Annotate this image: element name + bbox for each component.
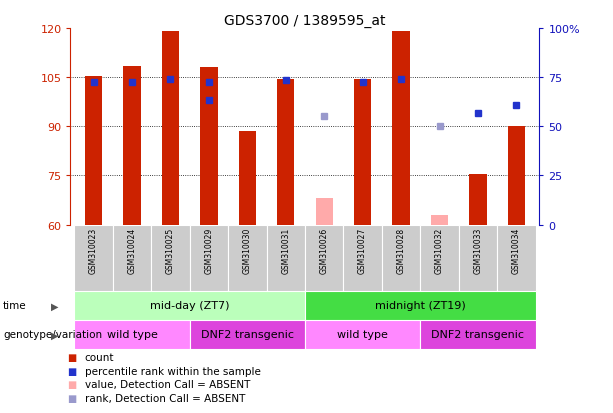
Bar: [113, 225, 151, 291]
Text: GSM310029: GSM310029: [204, 227, 213, 273]
Text: wild type: wild type: [337, 330, 388, 339]
Text: GSM310026: GSM310026: [320, 227, 329, 273]
Title: GDS3700 / 1389595_at: GDS3700 / 1389595_at: [224, 14, 386, 28]
Bar: [162, 32, 179, 225]
Text: DNF2 transgenic: DNF2 transgenic: [432, 330, 525, 339]
Bar: [123, 66, 140, 225]
Text: ▶: ▶: [51, 330, 59, 339]
Text: GSM310030: GSM310030: [243, 227, 252, 273]
Bar: [354, 80, 371, 225]
Bar: [431, 215, 448, 225]
Text: midnight (ZT19): midnight (ZT19): [375, 301, 466, 311]
Text: value, Detection Call = ABSENT: value, Detection Call = ABSENT: [85, 380, 250, 389]
Bar: [267, 225, 305, 291]
Bar: [305, 291, 536, 320]
Text: wild type: wild type: [107, 330, 158, 339]
Text: GSM310024: GSM310024: [128, 227, 137, 273]
Bar: [74, 225, 113, 291]
Text: GSM310028: GSM310028: [397, 227, 406, 273]
Bar: [228, 225, 267, 291]
Bar: [305, 320, 421, 349]
Bar: [74, 291, 305, 320]
Text: GSM310031: GSM310031: [281, 227, 290, 273]
Bar: [470, 174, 487, 225]
Bar: [508, 127, 525, 225]
Bar: [189, 320, 305, 349]
Text: DNF2 transgenic: DNF2 transgenic: [201, 330, 294, 339]
Bar: [392, 32, 409, 225]
Bar: [189, 225, 228, 291]
Bar: [421, 225, 459, 291]
Text: ■: ■: [67, 380, 77, 389]
Bar: [316, 199, 333, 225]
Bar: [85, 76, 102, 225]
Text: GSM310027: GSM310027: [358, 227, 367, 273]
Bar: [497, 225, 536, 291]
Text: genotype/variation: genotype/variation: [3, 330, 102, 339]
Bar: [382, 225, 421, 291]
Bar: [200, 68, 218, 225]
Text: ■: ■: [67, 352, 77, 362]
Text: ■: ■: [67, 393, 77, 403]
Text: GSM310023: GSM310023: [89, 227, 98, 273]
Bar: [343, 225, 382, 291]
Text: count: count: [85, 352, 114, 362]
Text: GSM310034: GSM310034: [512, 227, 521, 273]
Text: ■: ■: [67, 366, 77, 376]
Text: GSM310025: GSM310025: [166, 227, 175, 273]
Bar: [277, 80, 294, 225]
Text: ▶: ▶: [51, 301, 59, 311]
Text: time: time: [3, 301, 27, 311]
Bar: [421, 320, 536, 349]
Text: percentile rank within the sample: percentile rank within the sample: [85, 366, 261, 376]
Text: mid-day (ZT7): mid-day (ZT7): [150, 301, 229, 311]
Text: rank, Detection Call = ABSENT: rank, Detection Call = ABSENT: [85, 393, 245, 403]
Text: GSM310033: GSM310033: [473, 227, 482, 273]
Bar: [305, 225, 343, 291]
Bar: [151, 225, 189, 291]
Bar: [459, 225, 497, 291]
Bar: [74, 320, 189, 349]
Text: GSM310032: GSM310032: [435, 227, 444, 273]
Bar: [238, 132, 256, 225]
